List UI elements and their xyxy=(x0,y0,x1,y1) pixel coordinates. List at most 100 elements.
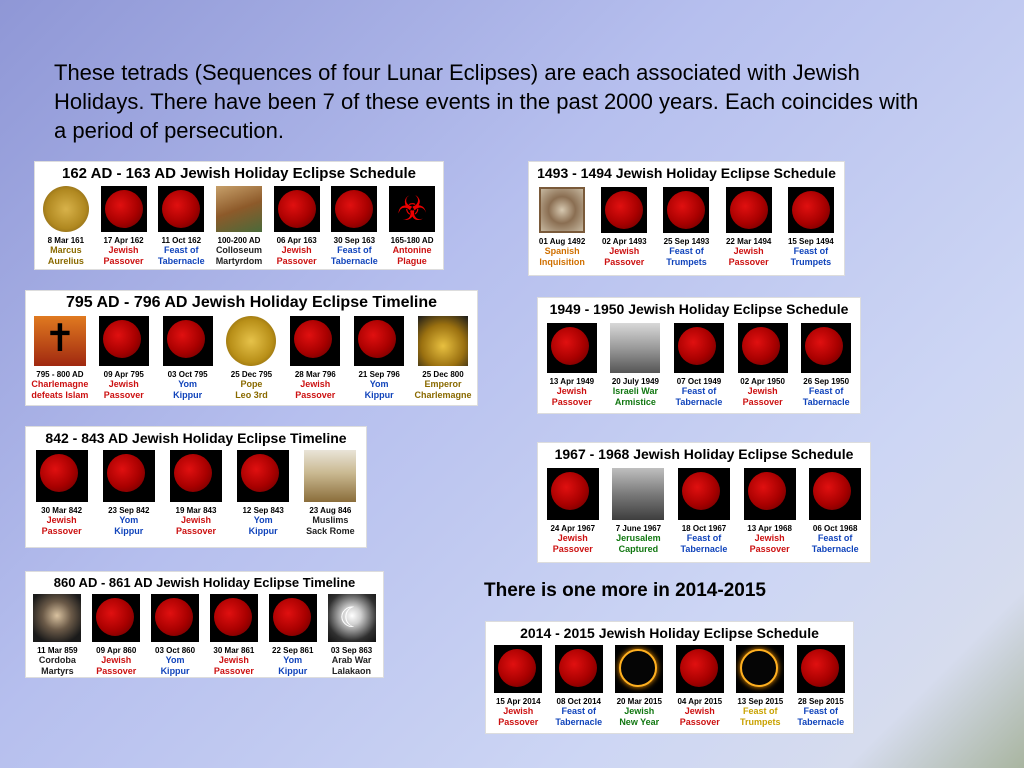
blood-moon-icon xyxy=(801,323,852,373)
crown-image xyxy=(417,316,468,366)
blood-moon-icon xyxy=(546,323,597,373)
event-item: 30 Sep 163 Feast of Tabernacle xyxy=(326,186,382,267)
blood-moon-icon xyxy=(675,645,724,693)
event-item: 30 Mar 842 Jewish Passover xyxy=(34,450,90,537)
event-item: 26 Sep 1950 Feast of Tabernacle xyxy=(798,323,854,408)
panel-title: 842 - 843 AD Jewish Holiday Eclipse Time… xyxy=(45,430,347,446)
event-item: 04 Apr 2015 Jewish Passover xyxy=(672,645,728,728)
event-item: 25 Sep 1493 Feast of Trumpets xyxy=(658,187,714,268)
event-item: 13 Apr 1968 Jewish Passover xyxy=(742,468,798,555)
hooded-figure-image xyxy=(33,594,82,642)
panel-title: 1493 - 1494 Jewish Holiday Eclipse Sched… xyxy=(537,165,836,181)
crescent-moon-icon: ☾ xyxy=(327,594,376,642)
blood-moon-icon xyxy=(677,468,730,520)
event-item: 07 Oct 1949 Feast of Tabernacle xyxy=(671,323,727,408)
blood-moon-icon xyxy=(158,186,205,232)
event-item: 11 Mar 859 Cordoba Martyrs xyxy=(29,594,85,677)
event-item: 20 July 1949 Israeli War Armistice xyxy=(607,323,663,408)
event-item: ✝ 795 - 800 AD Charlemagne defeats Islam xyxy=(31,316,89,400)
blood-moon-icon xyxy=(169,450,222,502)
coin-image xyxy=(42,186,89,232)
panel-1949-1950: 1949 - 1950 Jewish Holiday Eclipse Sched… xyxy=(537,297,861,414)
event-item: 20 Mar 2015 Jewish New Year xyxy=(611,645,667,728)
event-item: 22 Mar 1494 Jewish Passover xyxy=(721,187,777,268)
panel-860-861: 860 AD - 861 AD Jewish Holiday Eclipse T… xyxy=(25,571,384,678)
event-item: 30 Mar 861 Jewish Passover xyxy=(206,594,262,677)
event-item: 18 Oct 1967 Feast of Tabernacle xyxy=(676,468,732,555)
event-item: 23 Aug 846 Muslims Sack Rome xyxy=(302,450,358,537)
event-item: 06 Apr 163 Jewish Passover xyxy=(269,186,325,267)
panel-1493-1494: 1493 - 1494 Jewish Holiday Eclipse Sched… xyxy=(528,161,845,276)
event-item: 23 Sep 842 Yom Kippur xyxy=(101,450,157,537)
blood-moon-icon xyxy=(663,187,710,233)
event-item: 08 Oct 2014 Feast of Tabernacle xyxy=(551,645,607,728)
coin-image xyxy=(226,316,277,366)
event-item: 28 Sep 2015 Feast of Tabernacle xyxy=(793,645,849,728)
blood-moon-icon xyxy=(743,468,796,520)
event-item: 19 Mar 843 Jewish Passover xyxy=(168,450,224,537)
event-item: 12 Sep 843 Yom Kippur xyxy=(235,450,291,537)
blood-moon-icon xyxy=(673,323,724,373)
blood-moon-icon xyxy=(354,316,405,366)
event-item: 15 Apr 2014 Jewish Passover xyxy=(490,645,546,728)
event-item: 17 Apr 162 Jewish Passover xyxy=(96,186,152,267)
event-item: 13 Sep 2015 Feast of Trumpets xyxy=(732,645,788,728)
tank-image xyxy=(610,323,661,373)
blood-moon-icon xyxy=(209,594,258,642)
event-item: 100-200 AD Colloseum Martyrdom xyxy=(211,186,267,267)
blood-moon-icon xyxy=(546,468,599,520)
solar-eclipse-ring-icon xyxy=(615,645,664,693)
blood-moon-icon xyxy=(151,594,200,642)
event-item: 06 Oct 1968 Feast of Tabernacle xyxy=(807,468,863,555)
event-item: ☾ 03 Sep 863 Arab War Lalakaon xyxy=(324,594,380,677)
event-item: 09 Apr 795 Jewish Passover xyxy=(96,316,152,401)
event-item: 01 Aug 1492 Spanish Inquisition xyxy=(534,187,590,268)
blood-moon-icon xyxy=(92,594,141,642)
blood-moon-icon xyxy=(725,187,772,233)
event-item: 28 Mar 796 Jewish Passover xyxy=(287,316,343,401)
blood-moon-icon xyxy=(554,645,603,693)
intro-text: These tetrads (Sequences of four Lunar E… xyxy=(54,60,919,143)
panel-title: 1949 - 1950 Jewish Holiday Eclipse Sched… xyxy=(549,301,849,317)
blood-moon-icon xyxy=(737,323,788,373)
event-item: ☣ 165-180 AD Antonine Plague xyxy=(384,186,440,267)
pope-image xyxy=(304,450,357,502)
panel-title: 795 AD - 796 AD Jewish Holiday Eclipse T… xyxy=(65,294,438,311)
blood-moon-icon xyxy=(494,645,543,693)
event-item: 09 Apr 860 Jewish Passover xyxy=(88,594,144,677)
panel-795-796: 795 AD - 796 AD Jewish Holiday Eclipse T… xyxy=(25,290,478,406)
solar-eclipse-ring-icon xyxy=(736,645,785,693)
blood-moon-icon xyxy=(102,450,155,502)
event-item: 21 Sep 796 Yom Kippur xyxy=(351,316,407,401)
panel-title: 860 AD - 861 AD Jewish Holiday Eclipse T… xyxy=(53,575,356,590)
blood-moon-icon xyxy=(162,316,213,366)
blood-moon-icon xyxy=(237,450,290,502)
biohazard-icon: ☣ xyxy=(389,186,436,232)
painting-image xyxy=(215,186,262,232)
panel-162-163: 162 AD - 163 AD Jewish Holiday Eclipse S… xyxy=(34,161,444,270)
blood-moon-icon xyxy=(809,468,862,520)
event-item: 15 Sep 1494 Feast of Trumpets xyxy=(783,187,839,268)
panel-2014-2015: 2014 - 2015 Jewish Holiday Eclipse Sched… xyxy=(485,621,854,734)
blood-moon-icon xyxy=(787,187,834,233)
panel-title: 162 AD - 163 AD Jewish Holiday Eclipse S… xyxy=(61,165,417,182)
wheel-image xyxy=(539,187,586,233)
panel-title: 2014 - 2015 Jewish Holiday Eclipse Sched… xyxy=(520,625,819,641)
event-item: 03 Oct 860 Yom Kippur xyxy=(147,594,203,677)
blood-moon-icon xyxy=(100,186,147,232)
panel-842-843: 842 - 843 AD Jewish Holiday Eclipse Time… xyxy=(25,426,367,548)
blood-moon-icon xyxy=(796,645,845,693)
one-more-heading: There is one more in 2014-2015 xyxy=(484,580,766,601)
blood-moon-icon xyxy=(98,316,149,366)
event-item: 02 Apr 1950 Jewish Passover xyxy=(735,323,791,408)
event-item: 25 Dec 795 Pope Leo 3rd xyxy=(223,316,279,401)
blood-moon-icon xyxy=(35,450,88,502)
event-item: 8 Mar 161 Marcus Aurelius xyxy=(38,186,94,267)
event-item: 24 Apr 1967 Jewish Passover xyxy=(545,468,601,555)
event-item: 11 Oct 162 Feast of Tabernacle xyxy=(153,186,209,267)
blood-moon-icon xyxy=(331,186,378,232)
blood-moon-icon xyxy=(273,186,320,232)
event-item: 02 Apr 1493 Jewish Passover xyxy=(596,187,652,268)
blood-moon-icon xyxy=(268,594,317,642)
soldiers-image xyxy=(612,468,665,520)
